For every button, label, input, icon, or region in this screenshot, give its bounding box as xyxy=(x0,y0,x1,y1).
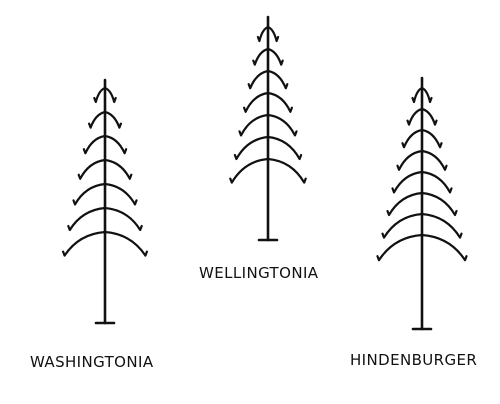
hindenburger-branch-left-8 xyxy=(376,233,424,262)
wellingtonia-branch-right-3 xyxy=(266,69,289,90)
washingtonia-branch-left-5 xyxy=(72,182,107,206)
hindenburger-branch-right-3 xyxy=(420,128,443,149)
wellingtonia-label: WELLINGTONIA xyxy=(199,264,319,282)
hindenburger-branch-right-1 xyxy=(420,86,433,104)
hindenburger-branch-right-4 xyxy=(420,149,448,171)
wellingtonia-branch-right-6 xyxy=(266,135,303,161)
hindenburger-branch-left-2 xyxy=(406,107,424,126)
wellingtonia-tree xyxy=(229,15,307,242)
washingtonia-branch-right-1 xyxy=(103,86,117,104)
washingtonia-branch-left-1 xyxy=(93,86,107,104)
washingtonia-branch-right-4 xyxy=(103,158,133,180)
hindenburger-branch-right-6 xyxy=(420,191,458,217)
wellingtonia-branch-left-1 xyxy=(256,25,270,43)
washingtonia-branch-right-5 xyxy=(103,182,138,206)
hindenburger-branch-left-1 xyxy=(411,86,424,104)
washingtonia-branch-left-2 xyxy=(88,110,107,129)
washingtonia-tree xyxy=(62,78,148,325)
hindenburger-branch-right-5 xyxy=(420,170,453,194)
washingtonia-branch-left-3 xyxy=(82,134,107,155)
washingtonia-label: WASHINGTONIA xyxy=(30,353,154,371)
hindenburger-label: HINDENBURGER xyxy=(350,351,477,369)
hindenburger-branch-right-7 xyxy=(420,212,463,239)
hindenburger-branch-left-7 xyxy=(381,212,424,239)
washingtonia-branch-left-4 xyxy=(77,158,107,180)
hindenburger-branch-left-5 xyxy=(391,170,424,194)
hindenburger-branch-left-4 xyxy=(396,149,424,171)
washingtonia-branch-right-7 xyxy=(103,230,148,257)
wellingtonia-branch-right-5 xyxy=(266,113,298,137)
hindenburger-tree xyxy=(376,76,468,331)
washingtonia-branch-right-3 xyxy=(103,134,128,155)
wellingtonia-branch-left-3 xyxy=(247,69,270,90)
wellingtonia-branch-left-5 xyxy=(238,113,270,137)
washingtonia-branch-left-6 xyxy=(67,206,107,232)
hindenburger-branch-right-2 xyxy=(420,107,438,126)
wellingtonia-branch-left-6 xyxy=(233,135,270,161)
wellingtonia-branch-right-2 xyxy=(266,47,284,66)
washingtonia-branch-right-2 xyxy=(103,110,122,129)
wellingtonia-branch-left-4 xyxy=(243,91,270,113)
hindenburger-branch-left-3 xyxy=(401,128,424,149)
washingtonia-branch-left-7 xyxy=(62,230,107,257)
wellingtonia-branch-right-1 xyxy=(266,25,280,43)
wellingtonia-branch-right-4 xyxy=(266,91,293,113)
wellingtonia-branch-left-7 xyxy=(229,157,270,184)
hindenburger-branch-left-6 xyxy=(386,191,424,217)
wellingtonia-branch-right-7 xyxy=(266,157,307,184)
hindenburger-branch-right-8 xyxy=(420,233,468,262)
wellingtonia-branch-left-2 xyxy=(252,47,270,66)
washingtonia-branch-right-6 xyxy=(103,206,143,232)
